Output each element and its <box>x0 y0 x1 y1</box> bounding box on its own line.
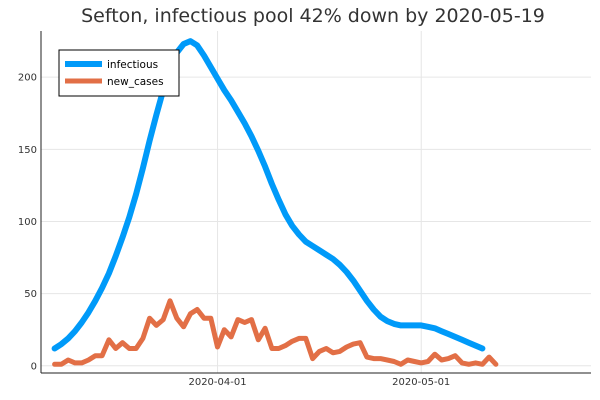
series-layer <box>51 38 499 367</box>
chart-title: Sefton, infectious pool 42% down by 2020… <box>81 5 545 27</box>
y-tick-label: 150 <box>18 145 37 156</box>
legend-label-new-cases: new_cases <box>107 76 164 88</box>
legend-label-infectious: infectious <box>107 59 158 71</box>
x-tick-label: 2020-04-01 <box>188 377 246 388</box>
series-line-new-cases <box>52 298 499 367</box>
y-tick-label: 100 <box>18 217 37 228</box>
legend: infectious new_cases <box>58 49 180 97</box>
series-line-infectious <box>51 38 486 352</box>
y-tick-label: 200 <box>18 73 37 84</box>
tick-labels: 0 50 100 150 200 2020-04-01 2020-05-01 <box>18 73 450 388</box>
y-tick-label: 50 <box>24 289 37 300</box>
y-tick-label: 0 <box>31 361 37 372</box>
axes <box>40 31 591 374</box>
x-tick-label: 2020-05-01 <box>392 377 450 388</box>
legend-box <box>58 49 180 97</box>
